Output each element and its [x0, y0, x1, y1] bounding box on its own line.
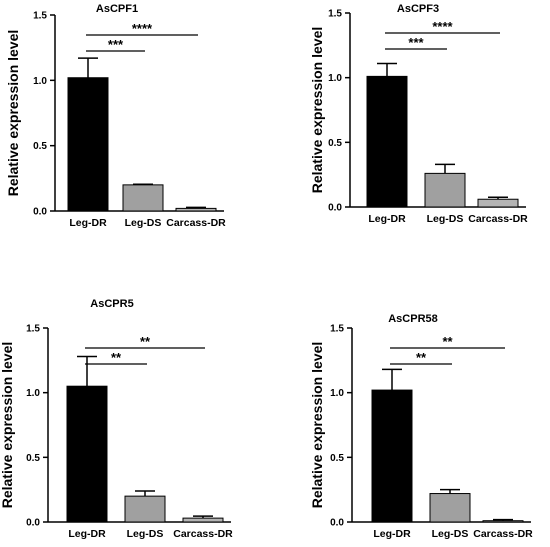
y-tick-label: 1.0 — [33, 76, 47, 87]
chart-title: AsCPR58 — [388, 313, 438, 325]
bar-leg-ds — [424, 172, 466, 208]
bar-leg-dr — [67, 77, 109, 212]
bar-leg-ds — [124, 495, 166, 523]
x-category-label: Carcass-DR — [173, 528, 233, 540]
significance-label: **** — [132, 21, 153, 36]
y-axis-label: Relative expression level — [309, 27, 325, 194]
chart-title: AsCPR5 — [90, 298, 133, 310]
x-category-label: Leg-DR — [68, 528, 106, 540]
y-axis-label: Relative expression level — [0, 342, 15, 509]
y-tick-label: 0.5 — [328, 138, 342, 149]
chart-panel-3: AsCPR5 Relative expression level 0.0 0.5 1.0… — [0, 298, 233, 540]
x-category-label: Carcass-DR — [166, 217, 226, 229]
bar-carcass-dr — [482, 520, 524, 523]
chart-panel-1: AsCPF1 Relative expression level 0.0 0.5 1.0… — [5, 3, 226, 229]
y-tick-label: 1.0 — [26, 388, 40, 399]
y-tick-label: 0.5 — [330, 453, 344, 464]
y-tick-label: 0.5 — [33, 141, 47, 152]
x-category-label: Leg-DS — [125, 217, 162, 229]
x-category-label: Leg-DR — [373, 528, 411, 540]
y-tick-label: 0.0 — [328, 203, 342, 214]
y-axis-label: Relative expression level — [309, 342, 325, 509]
significance-label: ** — [442, 334, 453, 349]
x-category-label: Carcass-DR — [468, 213, 528, 225]
bar-leg-dr — [366, 75, 408, 208]
y-tick-label: 0.0 — [26, 518, 40, 529]
x-category-label: Carcass-DR — [473, 528, 533, 540]
x-category-label: Leg-DS — [427, 213, 464, 225]
significance-label: *** — [408, 35, 424, 50]
bar-carcass-dr — [477, 198, 519, 208]
bar-leg-ds — [429, 493, 471, 523]
y-tick-label: 1.5 — [26, 324, 40, 335]
significance-label: *** — [108, 37, 124, 52]
x-category-label: Leg-DS — [127, 528, 164, 540]
significance-label: ** — [111, 350, 122, 365]
x-category-label: Leg-DR — [69, 217, 107, 229]
y-tick-label: 1.5 — [328, 9, 342, 20]
x-category-label: Leg-DS — [432, 528, 469, 540]
y-tick-label: 0.5 — [26, 453, 40, 464]
y-tick-label: 1.5 — [330, 324, 344, 335]
significance-label: ** — [416, 350, 427, 365]
y-tick-label: 1.0 — [330, 388, 344, 399]
bar-carcass-dr — [175, 207, 217, 212]
bar-leg-ds — [122, 184, 164, 212]
chart-panel-4: AsCPR58 Relative expression level 0.0 0.5 1.… — [309, 313, 533, 540]
significance-label: **** — [432, 19, 453, 34]
y-tick-label: 1.5 — [33, 11, 47, 22]
chart-title: AsCPF3 — [397, 3, 439, 15]
bar-carcass-dr — [182, 517, 224, 523]
x-category-label: Leg-DR — [368, 213, 406, 225]
chart-title: AsCPF1 — [96, 3, 138, 15]
y-tick-label: 0.0 — [33, 207, 47, 218]
bar-leg-dr — [66, 385, 108, 523]
significance-label: ** — [140, 334, 151, 349]
y-axis-label: Relative expression level — [5, 30, 21, 197]
bar-leg-dr — [371, 389, 413, 523]
y-tick-label: 1.0 — [328, 73, 342, 84]
y-tick-label: 0.0 — [330, 518, 344, 529]
